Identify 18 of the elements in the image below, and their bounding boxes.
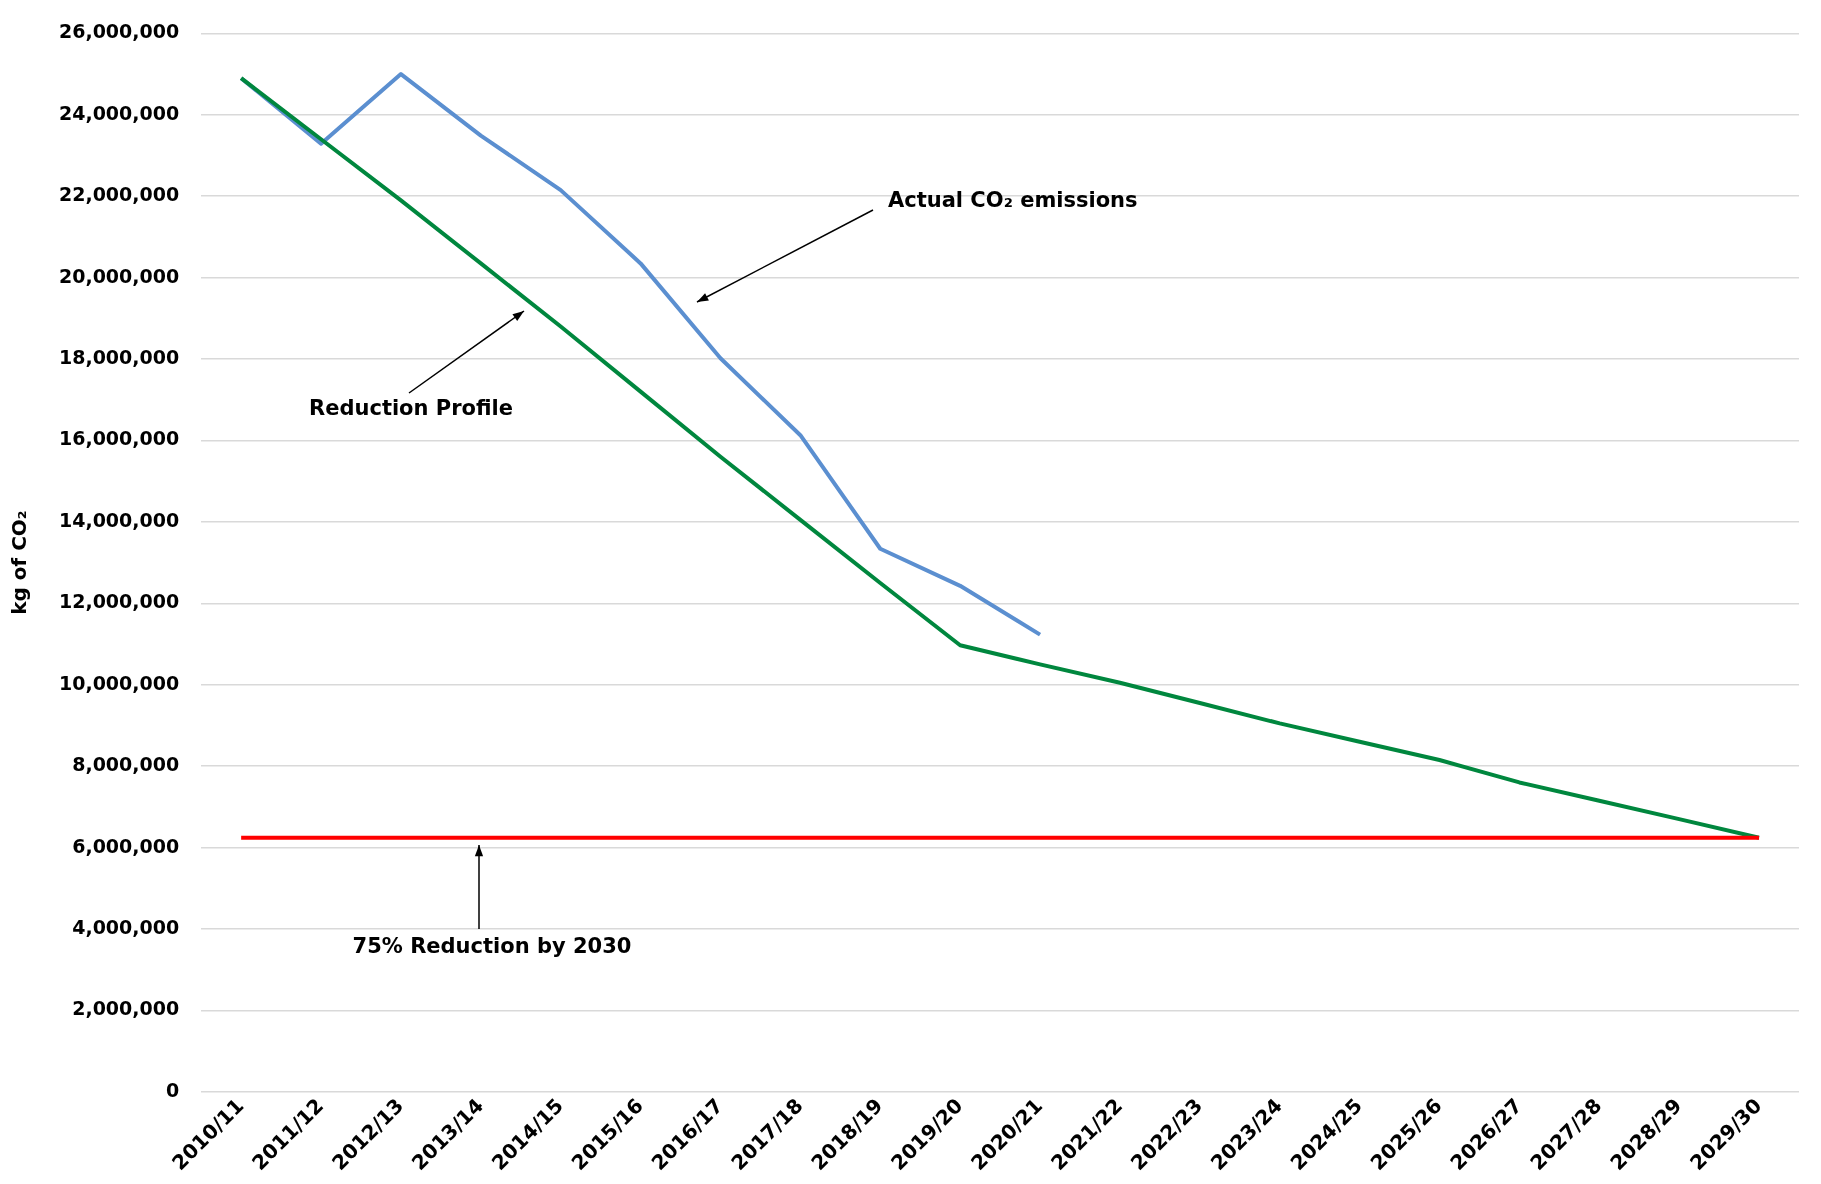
y-tick-label: 18,000,000 [58, 346, 180, 369]
y-tick-label: 20,000,000 [58, 264, 180, 287]
annotation: 75% Reduction by 2030 [352, 934, 632, 959]
y-tick-label: 0 [165, 1078, 180, 1101]
y-tick-label: 16,000,000 [58, 427, 180, 450]
annotation: Actual CO₂ emissions [888, 188, 1138, 213]
y-tick-label: 22,000,000 [58, 183, 180, 206]
y-tick-label: 6,000,000 [72, 834, 180, 857]
y-tick-label: 26,000,000 [58, 20, 180, 43]
y-tick-label: 24,000,000 [58, 101, 180, 124]
y-tick-label: 10,000,000 [58, 671, 180, 694]
y-axis-title: kg of CO₂ [7, 510, 32, 615]
y-tick-label: 2,000,000 [72, 997, 180, 1020]
annotation: Reduction Profile [309, 396, 513, 421]
y-tick-label: 8,000,000 [72, 753, 180, 776]
y-tick-label: 4,000,000 [72, 915, 180, 938]
y-tick-label: 12,000,000 [58, 590, 180, 613]
y-tick-label: 14,000,000 [58, 508, 180, 531]
